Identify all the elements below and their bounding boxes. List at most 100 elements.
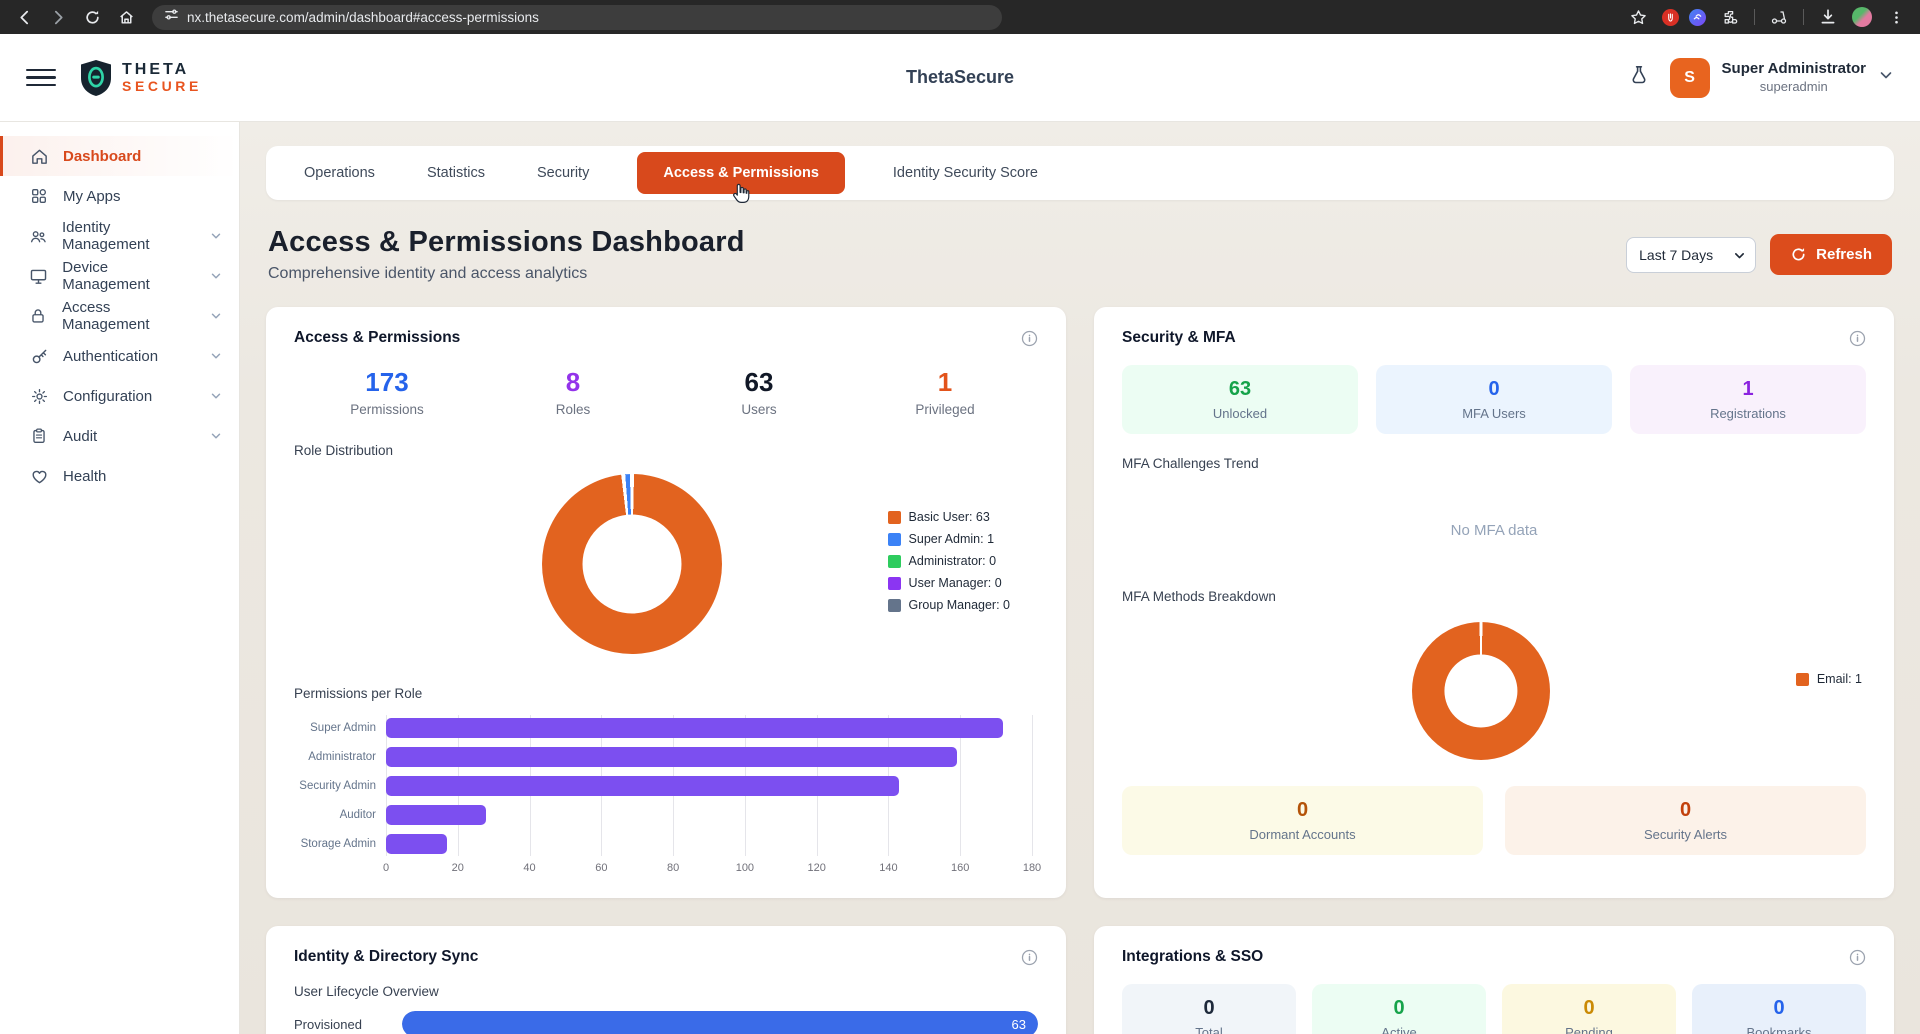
donut-hole — [1444, 654, 1518, 728]
date-range-select[interactable]: Last 7 Days — [1626, 236, 1757, 273]
toolbar-divider — [1754, 9, 1755, 25]
brand-logo: THETA SECURE — [78, 58, 202, 98]
browser-profile-avatar[interactable] — [1852, 7, 1872, 27]
home-icon — [29, 147, 49, 166]
tab-access-permissions[interactable]: Access & Permissions — [637, 152, 845, 194]
chevron-down-icon — [209, 269, 223, 283]
site-settings-icon[interactable] — [164, 7, 179, 27]
x-tick-label: 160 — [951, 862, 970, 874]
tab-security[interactable]: Security — [533, 157, 593, 189]
refresh-button[interactable]: Refresh — [1770, 234, 1892, 275]
info-icon[interactable] — [1021, 949, 1038, 966]
sidebar-item-authentication[interactable]: Authentication — [0, 336, 239, 376]
tile-total: 0 Total — [1122, 984, 1296, 1034]
legend-label: Administrator: 0 — [908, 554, 997, 568]
chevron-down-icon — [1878, 67, 1894, 88]
scooter-icon[interactable] — [1765, 3, 1793, 31]
sidebar-item-configuration[interactable]: Configuration — [0, 376, 239, 416]
security-mfa-card: Security & MFA 63 Unlocked 0 MFA Users 1 Regi… — [1094, 307, 1894, 898]
lock-icon — [29, 307, 48, 325]
bar-category-label: Administrator — [308, 750, 376, 763]
forward-icon[interactable] — [44, 3, 72, 31]
tile-label: Active — [1381, 1025, 1417, 1034]
stat-label: Privileged — [915, 402, 975, 417]
sidebar-item-identity-management[interactable]: Identity Management — [0, 216, 239, 256]
stat-label: Permissions — [350, 402, 424, 417]
key-icon — [29, 347, 49, 366]
back-icon[interactable] — [10, 3, 38, 31]
user-avatar: S — [1669, 57, 1710, 98]
role-distribution-legend: Basic User: 63 Super Admin: 1 Administrato… — [887, 510, 1010, 612]
tile-value: 0 — [1679, 799, 1692, 821]
sidebar-item-label: Audit — [63, 427, 98, 445]
main-content: Operations Statistics Security Access & Per… — [240, 122, 1920, 1034]
sidebar-item-label: Dashboard — [63, 147, 142, 165]
mfa-methods-donut — [1412, 622, 1550, 760]
address-bar[interactable]: nx.thetasecure.com/admin/dashboard#acces… — [152, 4, 1002, 30]
sidebar-item-label: Device Management — [62, 259, 150, 293]
info-icon[interactable] — [1849, 949, 1866, 966]
legend-label: User Manager: 0 — [908, 576, 1002, 590]
permissions-per-role-title: Permissions per Role — [294, 686, 423, 701]
role-distribution-chart: Basic User: 63 Super Admin: 1 Administrato… — [294, 468, 1038, 664]
bookmark-star-icon[interactable] — [1624, 3, 1652, 31]
tab-operations[interactable]: Operations — [300, 157, 379, 189]
role-distribution-donut — [542, 474, 722, 654]
sidebar-item-audit[interactable]: Audit — [0, 416, 239, 456]
extensions-puzzle-icon[interactable] — [1716, 3, 1744, 31]
tile-value: 63 — [1228, 378, 1252, 400]
apps-icon — [29, 187, 49, 205]
tile-label: Total — [1195, 1025, 1223, 1034]
legend-label: Email: 1 — [1816, 672, 1862, 686]
legend-swatch — [887, 576, 901, 590]
chevron-down-icon — [209, 309, 223, 323]
tile-value: 0 — [1296, 799, 1309, 821]
home-icon[interactable] — [112, 3, 140, 31]
legend-swatch — [887, 554, 901, 568]
sidebar-item-health[interactable]: Health — [0, 456, 239, 496]
bar-category-label: Security Admin — [299, 779, 376, 792]
chevron-down-icon — [209, 389, 223, 403]
sidebar-item-device-management[interactable]: Device Management — [0, 256, 239, 296]
lab-flask-icon[interactable] — [1628, 64, 1650, 91]
tile-value: 1 — [1742, 378, 1754, 400]
card-title: Security & MFA — [1122, 329, 1236, 346]
info-icon[interactable] — [1021, 330, 1038, 347]
clipboard-icon — [29, 427, 49, 445]
reload-icon[interactable] — [78, 3, 106, 31]
adblock-extension-icon[interactable] — [1662, 8, 1679, 26]
bar-category-label: Super Admin — [310, 721, 376, 734]
sidebar-item-dashboard[interactable]: Dashboard — [0, 136, 239, 176]
tile-bookmarks: 0 Bookmarks — [1692, 984, 1866, 1034]
sidebar-item-my-apps[interactable]: My Apps — [0, 176, 239, 216]
bar-track — [386, 775, 1032, 796]
bar-row-security-admin: Security Admin — [294, 771, 1032, 800]
user-menu[interactable]: S Super Administrator superadmin — [1669, 57, 1894, 98]
blue-extension-icon[interactable] — [1689, 8, 1706, 26]
tile-label: Unlocked — [1212, 406, 1268, 421]
x-tick-label: 100 — [735, 862, 755, 874]
tile-security-alerts: 0 Security Alerts — [1505, 786, 1866, 855]
legend-item-email: Email: 1 — [1795, 672, 1862, 686]
legend-label: Basic User: 63 — [908, 510, 990, 524]
tile-value: 0 — [1203, 997, 1215, 1019]
x-tick-label: 80 — [666, 862, 680, 874]
sidebar-item-access-management[interactable]: Access Management — [0, 296, 239, 336]
tile-pending: 0 Pending — [1502, 984, 1676, 1034]
downloads-icon[interactable] — [1814, 3, 1842, 31]
access-stats-row: 173 Permissions 8 Roles 63 Users 1 Privileged — [294, 367, 1038, 417]
sidebar-item-label: Health — [63, 467, 107, 485]
sidebar-item-label: Configuration — [63, 387, 153, 405]
bar-category-label: Storage Admin — [300, 837, 376, 850]
brand-name-bottom: SECURE — [122, 77, 202, 94]
bar-track — [386, 833, 1032, 854]
tab-identity-security-score[interactable]: Identity Security Score — [889, 157, 1042, 189]
browser-menu-icon[interactable] — [1882, 3, 1910, 31]
menu-toggle-button[interactable] — [26, 63, 56, 93]
chevron-down-icon — [209, 349, 223, 363]
page-title: Access & Permissions Dashboard — [268, 226, 745, 258]
info-icon[interactable] — [1849, 330, 1866, 347]
tab-statistics[interactable]: Statistics — [423, 157, 489, 189]
lifecycle-row-provisioned: Provisioned 63 — [294, 1011, 1038, 1034]
page-app-title: ThetaSecure — [905, 67, 1015, 87]
